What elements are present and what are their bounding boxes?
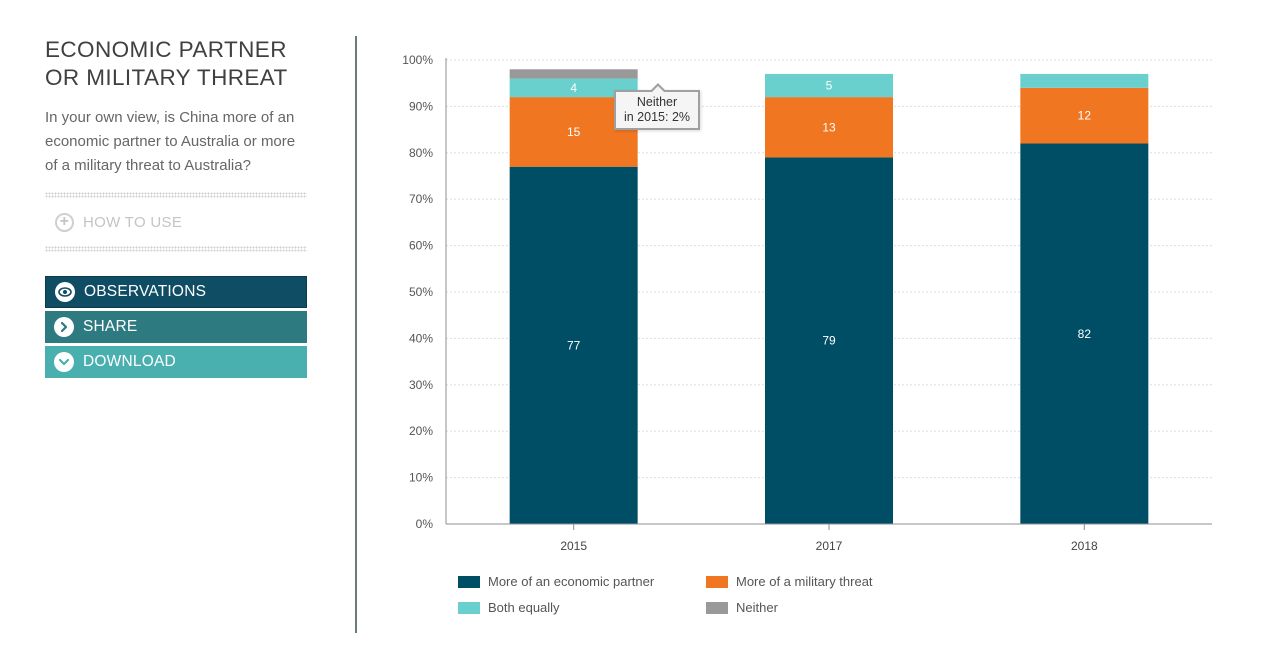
bar-economic-2018[interactable]: [1020, 143, 1149, 524]
page-title-line-2: OR MILITARY THREAT: [45, 65, 288, 90]
how-to-use-label: HOW TO USE: [83, 213, 183, 231]
survey-question: In your own view, is China more of an ec…: [45, 109, 296, 174]
y-tick-label: 40%: [409, 331, 433, 345]
how-to-use-toggle[interactable]: + HOW TO USE: [45, 198, 307, 246]
tooltip-line-2: in 2015: 2%: [623, 110, 691, 124]
bar-both-2015[interactable]: [509, 78, 638, 98]
bar-economic-2017[interactable]: [765, 157, 893, 524]
y-tick-label: 90%: [409, 99, 433, 113]
legend-swatch-neither: [706, 601, 728, 614]
y-tick-label: 50%: [409, 285, 433, 299]
page-title: ECONOMIC PARTNER OR MILITARY THREAT: [45, 36, 307, 92]
legend-swatch-both: [458, 601, 480, 614]
bar-neither-2015[interactable]: [509, 69, 638, 79]
data-label: 79: [822, 334, 836, 348]
y-tick-label: 100%: [402, 53, 433, 67]
x-tick-label: 2018: [1071, 539, 1098, 553]
tooltip-line-1: Neither: [636, 95, 678, 109]
bar-both-2017[interactable]: [765, 73, 893, 98]
eye-icon: [55, 282, 75, 302]
data-label: 15: [567, 125, 581, 139]
y-tick-label: 70%: [409, 192, 433, 206]
bar-military-2017[interactable]: [765, 97, 893, 158]
chart-tooltip: Neither in 2015: 2%: [614, 83, 700, 130]
legend-item-military[interactable]: More of a military threat: [706, 574, 873, 589]
dotted-divider: [45, 192, 307, 198]
y-tick-label: 20%: [409, 424, 433, 438]
download-label: DOWNLOAD: [83, 353, 176, 370]
legend-item-both[interactable]: Both equally: [458, 600, 560, 615]
legend-label-military: More of a military threat: [736, 574, 873, 589]
y-tick-label: 0%: [416, 517, 434, 531]
bar-military-2018[interactable]: [1020, 87, 1149, 144]
y-tick-label: 30%: [409, 378, 433, 392]
data-label: 4: [570, 81, 577, 95]
sidebar: ECONOMIC PARTNER OR MILITARY THREAT In y…: [45, 36, 307, 378]
share-button[interactable]: SHARE: [45, 311, 307, 343]
x-tick-label: 2015: [560, 539, 587, 553]
share-label: SHARE: [83, 318, 138, 335]
dotted-divider: [45, 246, 307, 252]
data-label: 5: [826, 79, 833, 93]
plus-icon: +: [55, 212, 74, 232]
x-tick-label: 2017: [816, 539, 843, 553]
y-tick-label: 80%: [409, 146, 433, 160]
legend-label-economic: More of an economic partner: [488, 574, 655, 589]
legend-item-economic[interactable]: More of an economic partner: [458, 574, 654, 589]
bar-both-2018[interactable]: [1020, 73, 1149, 88]
page-title-line-1: ECONOMIC PARTNER: [45, 37, 287, 62]
data-label: 13: [822, 120, 836, 134]
chevron-down-icon: [54, 352, 74, 372]
legend-item-neither[interactable]: Neither: [706, 600, 778, 615]
legend-label-neither: Neither: [736, 600, 778, 615]
observations-button[interactable]: OBSERVATIONS: [45, 276, 307, 308]
data-label: 12: [1078, 109, 1092, 123]
vertical-divider: [355, 36, 357, 633]
download-button[interactable]: DOWNLOAD: [45, 346, 307, 378]
legend-swatch-military: [706, 575, 728, 588]
legend-swatch-economic: [458, 575, 480, 588]
bar-economic-2015[interactable]: [509, 166, 638, 524]
stacked-bar-chart: 0% 10% 20% 30% 40% 50% 60% 70% 80% 90% 100% 77 15 4 20…: [402, 53, 1212, 553]
data-label: 77: [567, 338, 581, 352]
observations-label: OBSERVATIONS: [84, 283, 207, 300]
chevron-right-icon: [54, 317, 74, 337]
y-tick-label: 10%: [409, 471, 433, 485]
y-tick-label: 60%: [409, 239, 433, 253]
data-label: 82: [1078, 327, 1092, 341]
legend-label-both: Both equally: [488, 600, 560, 615]
